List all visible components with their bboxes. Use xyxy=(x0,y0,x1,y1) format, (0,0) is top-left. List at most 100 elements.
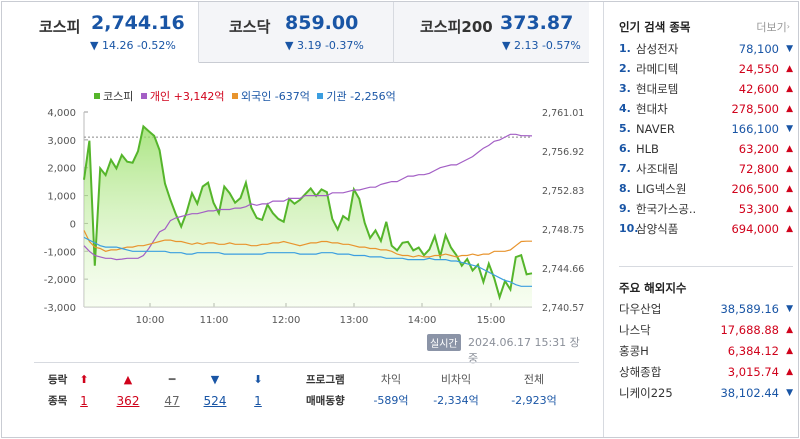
world-index-row[interactable]: 니케이225 38,102.44 ▼ xyxy=(619,383,793,404)
stock-price: 166,100 xyxy=(731,122,779,136)
up-arrow-icon: ▲ xyxy=(786,164,793,174)
index-value: 3,015.74 xyxy=(727,365,779,379)
stock-name[interactable]: NAVER xyxy=(636,122,675,136)
tab-kospi200-change: ▼ 2.13 -0.57% xyxy=(502,39,581,52)
stock-rank: 1. xyxy=(619,42,631,55)
stock-price: 42,600 xyxy=(738,82,779,96)
breadth-arrow-icon: ⬆ xyxy=(79,373,89,386)
y-left-tick-label: 3,000 xyxy=(47,136,76,147)
x-tick-label: 10:00 xyxy=(136,315,165,326)
popular-stock-row[interactable]: 2. 라메디텍 24,550 ▲ xyxy=(619,59,793,79)
up-arrow-icon: ▲ xyxy=(786,346,793,356)
stock-name[interactable]: 현대차 xyxy=(636,102,668,116)
tab-kosdaq[interactable]: 코스닥 859.00 ▼ 3.19 -0.37% xyxy=(199,2,394,63)
world-index-row[interactable]: 나스닥 17,688.88 ▲ xyxy=(619,320,793,341)
breadth-count[interactable]: 47 xyxy=(164,394,180,408)
y-right-tick-label: 2,752.83 xyxy=(542,186,584,197)
stock-rank: 4. xyxy=(619,102,631,115)
index-name[interactable]: 다우산업 xyxy=(619,302,662,316)
breadth-item[interactable]: ▼ 524 xyxy=(195,372,235,409)
tab-kospi-change: ▼ 14.26 -0.52% xyxy=(90,39,176,52)
legend-institution: 기관 -2,256억 xyxy=(317,90,396,103)
tab-kosdaq-change: ▼ 3.19 -0.37% xyxy=(285,39,364,52)
program-column: 차익 -589억 xyxy=(351,372,431,409)
timestamp-text: 2024.06.17 15:31 장중 xyxy=(468,336,580,365)
individual-line xyxy=(83,133,533,261)
stock-name[interactable]: 삼성전자 xyxy=(636,42,679,56)
popular-stock-row[interactable]: 1. 삼성전자 78,100 ▼ xyxy=(619,39,793,59)
kospi-area xyxy=(84,126,532,308)
breadth-item[interactable]: ━ 47 xyxy=(152,372,192,409)
stock-rank: 6. xyxy=(619,142,631,155)
breadth-item[interactable]: ⬆ 1 xyxy=(64,372,104,409)
tab-kospi200[interactable]: 코스피200 373.87 ▼ 2.13 -0.57% xyxy=(394,2,589,63)
stock-name[interactable]: 한국가스공.. xyxy=(636,202,697,216)
stock-rank: 5. xyxy=(619,122,631,135)
popular-stock-row[interactable]: 9. 한국가스공.. 53,300 ▲ xyxy=(619,199,793,219)
popular-stock-row[interactable]: 10. 삼양식품 694,000 ▲ xyxy=(619,219,793,239)
index-name[interactable]: 홍콩H xyxy=(619,344,649,358)
breadth-count[interactable]: 524 xyxy=(203,394,227,408)
world-index-row[interactable]: 상해종합 3,015.74 ▲ xyxy=(619,362,793,383)
popular-stock-row[interactable]: 7. 사조대림 72,800 ▲ xyxy=(619,159,793,179)
breadth-item[interactable]: ▲ 362 xyxy=(108,372,148,409)
popular-stock-row[interactable]: 8. LIG넥스원 206,500 ▲ xyxy=(619,179,793,199)
tab-kosdaq-value: 859.00 xyxy=(285,12,359,34)
x-tick-label: 11:00 xyxy=(200,315,229,326)
tab-kospi[interactable]: 코스피 2,744.16 ▼ 14.26 -0.52% xyxy=(2,2,199,63)
world-index-row[interactable]: 다우산업 38,589.16 ▼ xyxy=(619,299,793,320)
y-right-tick-label: 2,748.75 xyxy=(542,225,584,236)
index-name[interactable]: 상해종합 xyxy=(619,365,662,379)
stock-name[interactable]: HLB xyxy=(636,142,659,156)
legend-foreign: 외국인 -637억 xyxy=(231,90,310,103)
stock-name[interactable]: 삼양식품 xyxy=(636,222,679,236)
popular-stock-row[interactable]: 6. HLB 63,200 ▲ xyxy=(619,139,793,159)
popular-stock-row[interactable]: 3. 현대로템 42,600 ▲ xyxy=(619,79,793,99)
program-header: 차익 xyxy=(380,373,402,386)
down-arrow-icon: ▼ xyxy=(786,304,793,314)
stock-name[interactable]: 라메디텍 xyxy=(636,62,679,76)
stock-price: 53,300 xyxy=(738,202,779,216)
y-left-tick-label: 0 xyxy=(70,219,76,230)
y-left-tick-label: -1,000 xyxy=(44,247,76,258)
foreign-line xyxy=(83,230,532,258)
stock-price: 24,550 xyxy=(738,62,779,76)
tab-kospi200-value: 373.87 xyxy=(500,12,574,34)
breadth-arrow-icon: ⬇ xyxy=(253,373,263,386)
popular-stock-row[interactable]: 5. NAVER 166,100 ▼ xyxy=(619,119,793,139)
stock-name[interactable]: 현대로템 xyxy=(636,82,679,96)
breadth-item[interactable]: ⬇ 1 xyxy=(238,372,278,409)
index-value: 38,589.16 xyxy=(720,302,779,316)
breadth-count[interactable]: 1 xyxy=(254,394,262,408)
popular-stock-row[interactable]: 4. 현대차 278,500 ▲ xyxy=(619,99,793,119)
stock-rank: 7. xyxy=(619,162,631,175)
down-arrow-icon: ▼ xyxy=(786,44,793,54)
index-name[interactable]: 나스닥 xyxy=(619,323,651,337)
popular-title: 인기 검색 종목 xyxy=(619,20,691,34)
realtime-badge[interactable]: 실시간 xyxy=(427,334,461,351)
intraday-chart: 4,000 3,000 2,000 1,000 0 -1,000 -2,000 -3,000 2… xyxy=(44,108,585,326)
tab-kospi-value: 2,744.16 xyxy=(91,12,185,34)
stock-rank: 3. xyxy=(619,82,631,95)
up-arrow-icon: ▲ xyxy=(786,325,793,335)
up-arrow-icon: ▲ xyxy=(786,204,793,214)
y-left-tick-label: 1,000 xyxy=(47,192,76,203)
world-index-row[interactable]: 홍콩H 6,384.12 ▲ xyxy=(619,341,793,362)
y-right-tick-label: 2,761.01 xyxy=(542,108,584,119)
stock-rank: 9. xyxy=(619,202,631,215)
stock-name[interactable]: LIG넥스원 xyxy=(636,182,687,196)
x-tick-label: 15:00 xyxy=(477,315,506,326)
stock-name[interactable]: 사조대림 xyxy=(636,162,679,176)
section-divider xyxy=(619,266,793,267)
more-link[interactable]: 더보기› xyxy=(756,21,790,34)
index-name[interactable]: 니케이225 xyxy=(619,386,673,400)
x-tick-label: 14:00 xyxy=(408,315,437,326)
breadth-count[interactable]: 362 xyxy=(116,394,140,408)
world-title: 주요 해외지수 xyxy=(619,281,687,295)
breadth-label: 등락 종목 xyxy=(48,374,68,407)
stock-rank: 8. xyxy=(619,182,631,195)
breadth-count[interactable]: 1 xyxy=(80,394,88,408)
y-left-tick-label: -2,000 xyxy=(44,275,76,286)
up-arrow-icon: ▲ xyxy=(786,224,793,234)
up-arrow-icon: ▲ xyxy=(786,64,793,74)
